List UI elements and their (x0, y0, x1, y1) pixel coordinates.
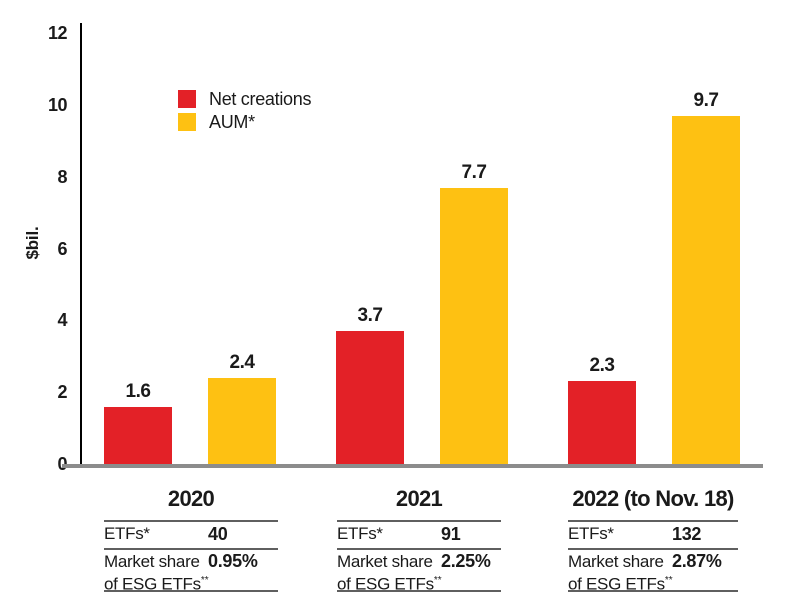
bar-aum-2021 (440, 188, 508, 464)
aum-swatch-icon (178, 113, 196, 131)
etfs-value: 40 (208, 524, 228, 544)
etfs-value: 91 (441, 524, 461, 544)
legend-item-aum: AUM* (178, 113, 311, 131)
legend-label: AUM* (209, 112, 255, 132)
y-axis-line (80, 23, 82, 467)
table-rule (337, 520, 501, 522)
etfs-label: ETFs* (104, 524, 150, 543)
category-label: 2022 (to Nov. 18) (572, 486, 734, 511)
market-share-label-line1: Market share (337, 552, 433, 571)
etfs-value: 132 (672, 524, 702, 544)
market-share-label-line1: Market share (104, 552, 200, 571)
bar-net-creations-2020 (104, 407, 172, 464)
legend: Net creations AUM* (178, 90, 311, 131)
double-asterisk: ** (664, 575, 673, 586)
table-row: Market share of ESG ETFs** 2.25% (337, 550, 501, 594)
legend-item-net-creations: Net creations (178, 90, 311, 108)
table-rule (104, 590, 278, 592)
double-asterisk: ** (200, 575, 209, 586)
y-tick-label: 12 (47, 23, 68, 44)
stats-table-2021: 2021 ETFs* 91 Market share of ESG ETFs**… (337, 482, 501, 594)
double-asterisk: ** (433, 575, 442, 586)
bar-aum-2020 (208, 378, 276, 464)
market-share-label-line2: of ESG ETFs** (568, 574, 673, 594)
table-row: Market share of ESG ETFs** 2.87% (568, 550, 738, 594)
bar-net-creations-2022-to-nov-18 (568, 381, 636, 464)
table-rule (568, 520, 738, 522)
market-share-label-line2: of ESG ETFs** (104, 574, 209, 594)
category-label: 2021 (395, 486, 443, 511)
bar-value-label: 3.7 (357, 305, 383, 326)
y-tick-label: 8 (57, 166, 67, 187)
etfs-label: ETFs* (337, 524, 383, 543)
etfs-label: ETFs* (568, 524, 614, 543)
market-share-value: 2.87% (672, 551, 722, 571)
category-label: 2020 (167, 486, 215, 511)
y-tick-label: 0 (21, 454, 67, 474)
y-tick-label: 6 (57, 238, 67, 259)
bar-value-label: 7.7 (461, 162, 487, 183)
y-tick-label: 10 (47, 95, 68, 115)
bar-aum-2022-to-nov-18 (672, 116, 740, 464)
stats-table-2022: 2022 (to Nov. 18) ETFs* 132 Market share… (568, 482, 738, 594)
legend-label: Net creations (209, 89, 312, 109)
y-tick-label: 2 (57, 382, 67, 403)
table-row: Market share of ESG ETFs** 0.95% (104, 550, 278, 594)
bar-value-label: 9.7 (693, 90, 719, 111)
table-rule (568, 548, 738, 550)
market-share-label-line1: Market share (568, 552, 664, 571)
table-rule (104, 520, 278, 522)
bar-value-label: 2.3 (589, 355, 615, 376)
stats-table-2020: 2020 ETFs* 40 Market share of ESG ETFs**… (104, 482, 278, 594)
table-rule (568, 590, 738, 592)
market-share-value: 2.25% (441, 551, 491, 571)
bar-value-label: 2.4 (229, 352, 255, 373)
table-rule (104, 548, 278, 550)
table-row: ETFs* 91 (337, 522, 501, 548)
net-creations-swatch-icon (178, 90, 196, 108)
market-share-label-line2: of ESG ETFs** (337, 574, 442, 594)
bar-net-creations-2021 (336, 331, 404, 464)
table-row: ETFs* 40 (104, 522, 278, 548)
x-axis-baseline (62, 464, 763, 468)
market-share-value: 0.95% (208, 551, 258, 571)
table-rule (337, 548, 501, 550)
table-rule (337, 590, 501, 592)
table-row: ETFs* 132 (568, 522, 738, 548)
bar-value-label: 1.6 (125, 381, 151, 402)
y-tick-label: 4 (57, 310, 67, 331)
